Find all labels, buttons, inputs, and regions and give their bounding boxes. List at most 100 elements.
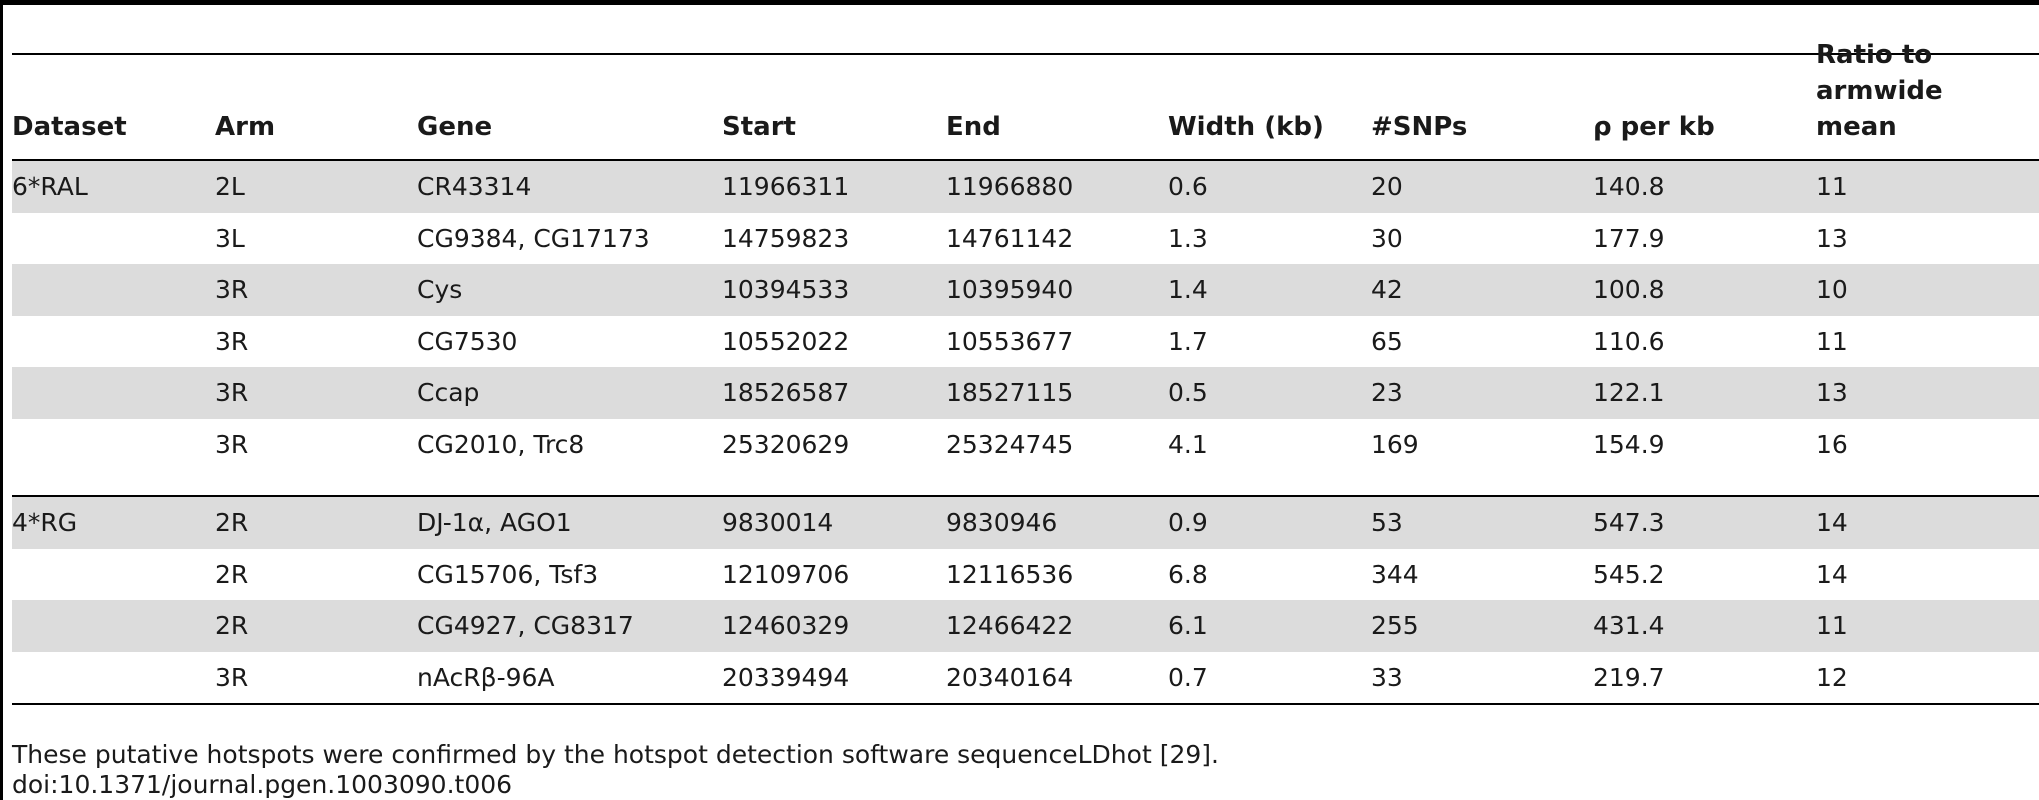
cell-rho: 177.9 xyxy=(1593,223,1665,253)
cell-dataset: 6*RAL xyxy=(12,172,88,201)
cell-start: 10552022 xyxy=(722,326,850,356)
top-border xyxy=(0,0,2039,5)
cell-gene: CG7530 xyxy=(417,326,518,356)
cell-gene: CR43314 xyxy=(417,172,532,201)
table-row: 3R Cys 10394533 10395940 1.4 42 100.8 10 xyxy=(12,264,2039,316)
cell-start: 9830014 xyxy=(722,508,834,537)
cell-ratio: 10 xyxy=(1816,275,1848,304)
cell-snps: 20 xyxy=(1371,172,1403,201)
cell-rho: 154.9 xyxy=(1593,429,1665,459)
cell-ratio: 16 xyxy=(1816,429,1848,459)
cell-width: 1.7 xyxy=(1168,326,1208,356)
header-snps: #SNPs xyxy=(1371,112,1468,142)
cell-end: 10553677 xyxy=(946,326,1074,356)
cell-arm: 3L xyxy=(215,223,245,253)
cell-start: 11966311 xyxy=(722,172,850,201)
cell-width: 6.1 xyxy=(1168,611,1208,640)
cell-gene: Ccap xyxy=(417,378,480,407)
cell-start: 10394533 xyxy=(722,275,850,304)
header-end: End xyxy=(946,112,1001,142)
cell-width: 0.6 xyxy=(1168,172,1208,201)
table-row: 2R CG4927, CG8317 12460329 12466422 6.1 255 43… xyxy=(12,600,2039,652)
group-gap xyxy=(12,470,2039,495)
cell-arm: 2R xyxy=(215,559,249,589)
header-rho: ρ per kb xyxy=(1593,112,1715,142)
table-row: 4*RG 2R DJ-1α, AGO1 9830014 9830946 0.9 53 547.… xyxy=(12,497,2039,549)
cell-width: 0.9 xyxy=(1168,508,1208,537)
cell-snps: 344 xyxy=(1371,559,1419,589)
cell-end: 11966880 xyxy=(946,172,1074,201)
header-rule xyxy=(12,159,2039,161)
table-footnote: These putative hotspots were confirmed b… xyxy=(12,740,1219,769)
cell-gene: CG4927, CG8317 xyxy=(417,611,634,640)
cell-ratio: 11 xyxy=(1816,172,1848,201)
cell-start: 18526587 xyxy=(722,378,850,407)
table-doi: doi:10.1371/journal.pgen.1003090.t006 xyxy=(12,770,513,799)
header-start: Start xyxy=(722,112,796,142)
cell-arm: 3R xyxy=(215,429,249,459)
cell-width: 0.5 xyxy=(1168,378,1208,407)
cell-ratio: 13 xyxy=(1816,378,1848,407)
table-bottom-rule xyxy=(12,703,2039,705)
header-gene: Gene xyxy=(417,112,493,142)
table-top-rule xyxy=(12,53,2039,55)
cell-end: 9830946 xyxy=(946,508,1058,537)
cell-dataset: 4*RG xyxy=(12,508,78,537)
cell-snps: 30 xyxy=(1371,223,1403,253)
cell-arm: 3R xyxy=(215,378,249,407)
cell-rho: 110.6 xyxy=(1593,326,1665,356)
cell-arm: 3R xyxy=(215,662,249,692)
cell-end: 18527115 xyxy=(946,378,1074,407)
table-body: 6*RAL 2L CR43314 11966311 11966880 0.6 20 140.8… xyxy=(12,161,2039,703)
cell-width: 1.4 xyxy=(1168,275,1208,304)
header-width: Width (kb) xyxy=(1168,112,1324,142)
cell-end: 14761142 xyxy=(946,223,1074,253)
cell-arm: 3R xyxy=(215,275,249,304)
cell-width: 1.3 xyxy=(1168,223,1208,253)
cell-rho: 140.8 xyxy=(1593,172,1665,201)
cell-ratio: 14 xyxy=(1816,508,1848,537)
cell-snps: 255 xyxy=(1371,611,1419,640)
cell-snps: 65 xyxy=(1371,326,1403,356)
cell-arm: 3R xyxy=(215,326,249,356)
table-row: 3R Ccap 18526587 18527115 0.5 23 122.1 13 xyxy=(12,367,2039,419)
header-dataset: Dataset xyxy=(12,112,127,142)
cell-snps: 23 xyxy=(1371,378,1403,407)
cell-start: 25320629 xyxy=(722,429,850,459)
cell-ratio: 13 xyxy=(1816,223,1848,253)
header-ratio: Ratio to armwide mean xyxy=(1816,40,1943,142)
cell-gene: Cys xyxy=(417,275,463,304)
table-row: 3R nAcRβ-96A 20339494 20340164 0.7 33 219.7 12 xyxy=(12,652,2039,704)
table-row: 2R CG15706, Tsf3 12109706 12116536 6.8 344 545… xyxy=(12,549,2039,601)
cell-end: 10395940 xyxy=(946,275,1074,304)
cell-snps: 33 xyxy=(1371,662,1403,692)
cell-start: 12460329 xyxy=(722,611,850,640)
cell-width: 6.8 xyxy=(1168,559,1208,589)
table-row: 3L CG9384, CG17173 14759823 14761142 1.3 30 17… xyxy=(12,213,2039,265)
cell-gene: CG15706, Tsf3 xyxy=(417,559,599,589)
cell-width: 0.7 xyxy=(1168,662,1208,692)
hotspot-table: Dataset Arm Gene Start End Width (kb) #S… xyxy=(12,40,2039,705)
cell-snps: 42 xyxy=(1371,275,1403,304)
cell-gene: DJ-1α, AGO1 xyxy=(417,508,572,537)
cell-rho: 122.1 xyxy=(1593,378,1665,407)
cell-rho: 431.4 xyxy=(1593,611,1665,640)
cell-end: 25324745 xyxy=(946,429,1074,459)
cell-width: 4.1 xyxy=(1168,429,1208,459)
cell-gene: CG2010, Trc8 xyxy=(417,429,585,459)
table-row: 3R CG2010, Trc8 25320629 25324745 4.1 169 154.… xyxy=(12,419,2039,471)
cell-end: 20340164 xyxy=(946,662,1074,692)
cell-end: 12116536 xyxy=(946,559,1074,589)
cell-rho: 219.7 xyxy=(1593,662,1665,692)
cell-snps: 169 xyxy=(1371,429,1419,459)
table-header: Dataset Arm Gene Start End Width (kb) #S… xyxy=(12,40,2039,159)
cell-ratio: 12 xyxy=(1816,662,1848,692)
cell-start: 12109706 xyxy=(722,559,850,589)
left-border xyxy=(0,0,3,800)
cell-ratio: 14 xyxy=(1816,559,1848,589)
cell-end: 12466422 xyxy=(946,611,1074,640)
cell-arm: 2R xyxy=(215,508,249,537)
cell-gene: CG9384, CG17173 xyxy=(417,223,650,253)
table-row: 6*RAL 2L CR43314 11966311 11966880 0.6 20 140.8… xyxy=(12,161,2039,213)
cell-arm: 2R xyxy=(215,611,249,640)
